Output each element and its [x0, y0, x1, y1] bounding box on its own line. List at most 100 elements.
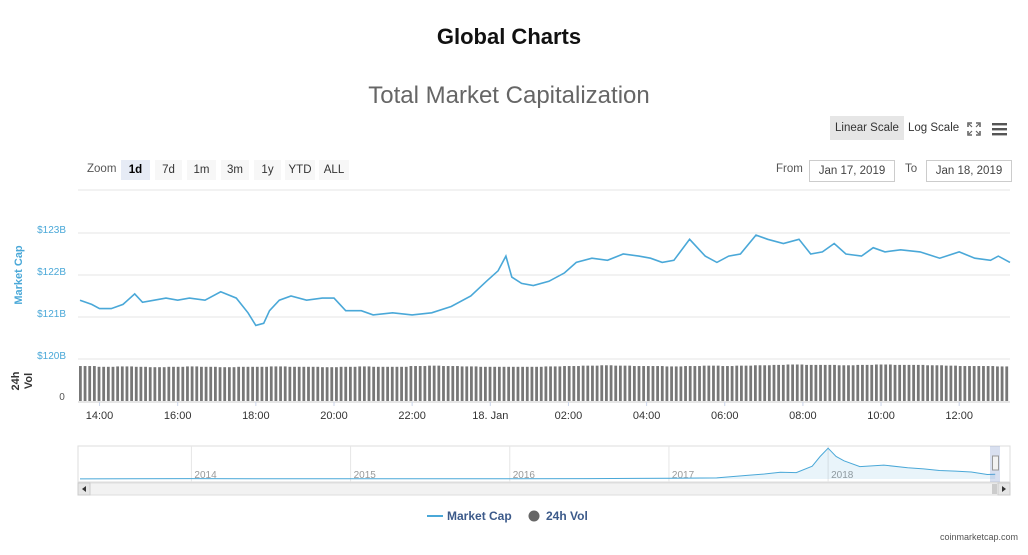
volume-bar [875, 364, 878, 401]
volume-bar [921, 364, 925, 401]
zoom-ytd-button[interactable]: YTD [285, 160, 315, 180]
volume-bar [367, 366, 371, 401]
volume-bar [944, 365, 948, 401]
volume-bar [721, 366, 725, 401]
volume-bar [92, 366, 96, 401]
volume-bar [414, 366, 417, 401]
volume-bar [111, 366, 115, 401]
volume-bar [521, 366, 525, 401]
volume-bar [255, 366, 259, 401]
volume-bar [916, 364, 920, 401]
volume-bar [335, 367, 338, 401]
to-date-input[interactable]: Jan 18, 2019 [926, 160, 1012, 182]
volume-bar [749, 365, 753, 401]
volume-bar [698, 366, 701, 401]
volume-bar [274, 366, 278, 401]
volume-bar [311, 366, 315, 401]
volume-bar [940, 365, 943, 401]
volume-bar [218, 367, 222, 401]
volume-bar [232, 367, 236, 401]
legend-vol-symbol [528, 510, 540, 522]
x-tick-label: 10:00 [867, 410, 895, 422]
volume-bar [586, 365, 590, 401]
volume-bar [870, 364, 874, 401]
volume-bar [395, 366, 399, 401]
y-tick-label: $121B [37, 309, 66, 320]
log-scale-button[interactable]: Log Scale [908, 122, 960, 134]
volume-bar [474, 366, 478, 401]
volume-bar [525, 366, 529, 401]
volume-bar [479, 366, 483, 401]
volume-bar [297, 366, 301, 401]
volume-bar [977, 366, 981, 401]
volume-bar [223, 367, 227, 401]
volume-bar [116, 366, 120, 401]
volume-bar [493, 366, 497, 401]
navigator-year-label: 2015 [354, 470, 377, 481]
volume-bar [693, 366, 697, 401]
zoom-all-button[interactable]: ALL [319, 160, 349, 180]
volume-bar [707, 365, 711, 401]
volume-bar [330, 367, 334, 401]
volume-bar [991, 366, 995, 401]
legend-24h-vol[interactable]: 24h Vol [546, 509, 588, 523]
scrollbar-thumb[interactable] [992, 484, 997, 494]
volume-bar [549, 366, 552, 401]
volume-bar [483, 366, 487, 401]
volume-bar [386, 366, 390, 401]
hamburger-menu-icon[interactable] [991, 121, 1008, 137]
volume-bar [516, 366, 520, 401]
x-tick-label: 18:00 [242, 410, 270, 422]
volume-bar [83, 366, 87, 401]
volume-bar [539, 366, 543, 401]
linear-scale-button[interactable]: Linear Scale [830, 116, 904, 140]
volume-bar [884, 364, 888, 401]
scrollbar-track[interactable] [77, 482, 1011, 496]
volume-bar [712, 365, 715, 401]
volume-bar [530, 366, 534, 401]
navigator-selection[interactable] [990, 446, 1000, 482]
volume-bar [912, 364, 916, 401]
from-date-input[interactable]: Jan 17, 2019 [809, 160, 895, 182]
vol-axis-title-line2: Vol [23, 373, 35, 389]
navigator-area [80, 448, 996, 479]
watermark[interactable]: coinmarketcap.com [939, 532, 1018, 542]
navigator-frame [77, 445, 1011, 483]
navigator-year-label: 2018 [831, 470, 854, 481]
volume-bar [851, 365, 855, 401]
x-tick-label: 02:00 [555, 410, 583, 422]
volume-bar [1000, 366, 1004, 401]
volume-bar [907, 364, 911, 401]
volume-bar [227, 367, 231, 401]
volume-bar [1005, 366, 1009, 401]
scrollbar-right-button[interactable] [997, 482, 1011, 496]
zoom-1m-button[interactable]: 1m [187, 160, 216, 180]
volume-bar [288, 366, 292, 401]
volume-bar [376, 366, 380, 401]
volume-bar [767, 365, 771, 401]
volume-bar [996, 366, 999, 401]
zoom-7d-button[interactable]: 7d [155, 160, 182, 180]
volume-bar [581, 365, 585, 401]
navigator-handle[interactable] [992, 455, 999, 471]
navigator-line [79, 447, 996, 480]
volume-bar [726, 366, 729, 401]
to-label: To [905, 163, 918, 175]
fullscreen-icon[interactable] [966, 121, 982, 137]
volume-bar [837, 365, 841, 401]
legend-market-cap[interactable]: Market Cap [447, 509, 512, 523]
volume-bar [665, 366, 669, 401]
volume-bar [344, 366, 348, 401]
scrollbar-left-button[interactable] [77, 482, 91, 496]
volume-bar [758, 365, 762, 401]
volume-bar [674, 366, 678, 401]
zoom-3m-button[interactable]: 3m [221, 160, 249, 180]
x-tick-label: 22:00 [398, 410, 426, 422]
volume-bar [120, 366, 124, 401]
zoom-1d-button[interactable]: 1d [121, 160, 150, 180]
volume-bar [162, 367, 166, 401]
volume-bar [456, 366, 459, 401]
volume-bar [423, 366, 427, 401]
volume-bar [446, 366, 450, 401]
zoom-1y-button[interactable]: 1y [254, 160, 281, 180]
